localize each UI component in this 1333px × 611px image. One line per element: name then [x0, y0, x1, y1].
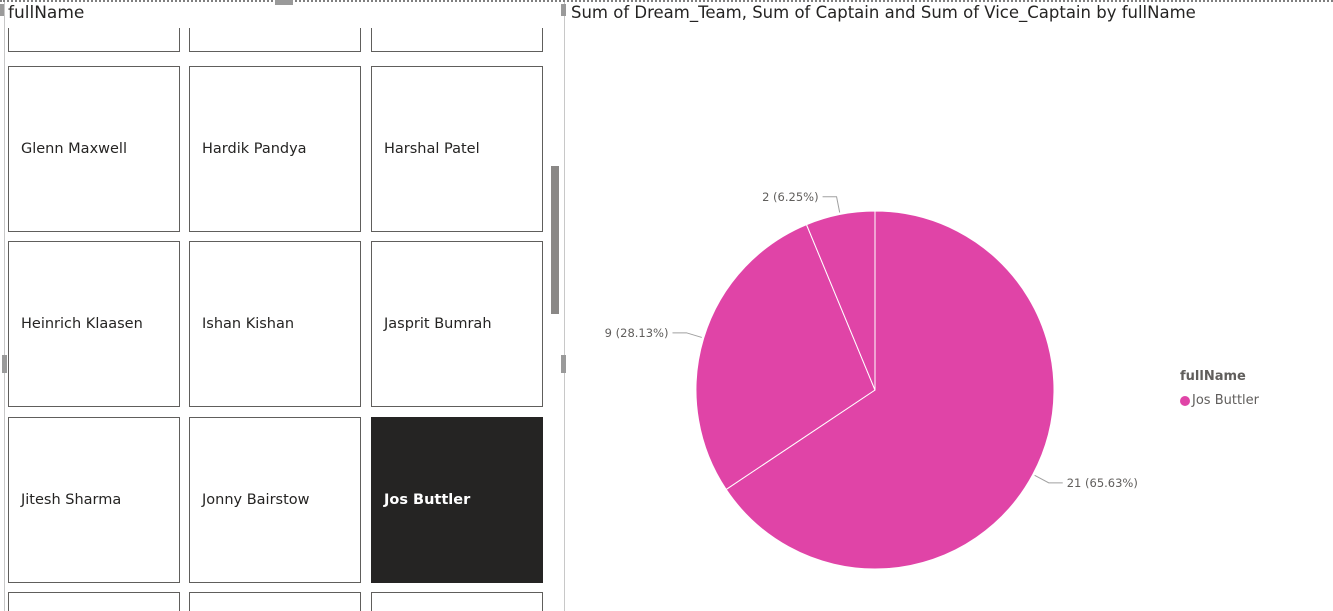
- slicer-scrollbar-thumb[interactable]: [551, 166, 559, 314]
- pie-slice[interactable]: [725, 210, 1055, 570]
- slicer-tile-jonny-bairstow[interactable]: Jonny Bairstow: [189, 417, 361, 583]
- pie-leader-line: [822, 196, 841, 213]
- slicer-scrollbar-track[interactable]: [551, 28, 559, 611]
- slicer-tile-label: Hardik Pandya: [202, 141, 307, 157]
- slicer-tile-label: Jasprit Bumrah: [384, 316, 492, 332]
- pie-data-label: 9 (28.13%): [605, 326, 669, 340]
- slicer-tile[interactable]: [8, 592, 180, 611]
- pie-data-label: 2 (6.25%): [762, 190, 818, 204]
- resize-handle-right[interactable]: [561, 355, 566, 373]
- slicer-tile-glenn-maxwell[interactable]: Glenn Maxwell: [8, 66, 180, 232]
- slicer-tile-label: Harshal Patel: [384, 141, 480, 157]
- slicer-tile[interactable]: [189, 592, 361, 611]
- pie-chart: 21 (65.63%) 9 (28.13%) 2 (6.25%): [605, 190, 1138, 570]
- slicer-tile-label: Ishan Kishan: [202, 316, 295, 332]
- slicer-tile-label: Heinrich Klaasen: [21, 316, 143, 332]
- slicer-tile[interactable]: [371, 28, 543, 52]
- slicer-tile[interactable]: [189, 28, 361, 52]
- slicer-tile-label: Jitesh Sharma: [21, 492, 122, 508]
- slicer-title: fullName: [8, 3, 85, 23]
- slicer-tile-jitesh-sharma[interactable]: Jitesh Sharma: [8, 417, 180, 583]
- slicer-tile[interactable]: [8, 28, 180, 52]
- slicer-tile-harshal-patel[interactable]: Harshal Patel: [371, 66, 543, 232]
- legend-title: fullName: [1180, 369, 1246, 384]
- slicer-tile-label: Glenn Maxwell: [21, 141, 127, 157]
- resize-handle-top-right[interactable]: [561, 4, 566, 16]
- slicer-tile-hardik-pandya[interactable]: Hardik Pandya: [189, 66, 361, 232]
- chart-title: Sum of Dream_Team, Sum of Captain and Su…: [571, 3, 1196, 22]
- slicer-tile[interactable]: [371, 592, 543, 611]
- slicer-tiles: Glenn Maxwell Hardik Pandya Harshal Pate…: [8, 28, 548, 611]
- slicer-tile-label: Jos Buttler: [384, 492, 471, 508]
- resize-handle-top-left[interactable]: [0, 4, 4, 16]
- slicer-tile-heinrich-klaasen[interactable]: Heinrich Klaasen: [8, 241, 180, 407]
- pie-leader-line: [672, 332, 702, 338]
- legend-marker-icon: [1180, 395, 1190, 406]
- visual-top-border: [0, 0, 1333, 2]
- slicer-tile-jos-buttler[interactable]: Jos Buttler: [371, 417, 543, 583]
- slicer-frame: [4, 2, 565, 611]
- pie-data-label: 21 (65.63%): [1067, 476, 1138, 490]
- resize-handle-top[interactable]: [275, 0, 293, 5]
- pie-slice[interactable]: [805, 210, 876, 391]
- legend-item-label: Jos Buttler: [1192, 393, 1259, 408]
- slicer-tile-jasprit-bumrah[interactable]: Jasprit Bumrah: [371, 241, 543, 407]
- slicer-tile-label: Jonny Bairstow: [202, 492, 310, 508]
- pie-chart-visual: Sum of Dream_Team, Sum of Captain and Su…: [567, 0, 1333, 611]
- fullname-slicer: fullName Glenn Maxwell Hardik Pandya Har…: [0, 0, 567, 611]
- resize-handle-left[interactable]: [2, 355, 7, 373]
- slicer-tile-ishan-kishan[interactable]: Ishan Kishan: [189, 241, 361, 407]
- pie-leader-line: [1034, 474, 1063, 484]
- pie-slice[interactable]: [695, 223, 876, 491]
- legend-item-jos-buttler[interactable]: Jos Buttler: [1180, 393, 1259, 408]
